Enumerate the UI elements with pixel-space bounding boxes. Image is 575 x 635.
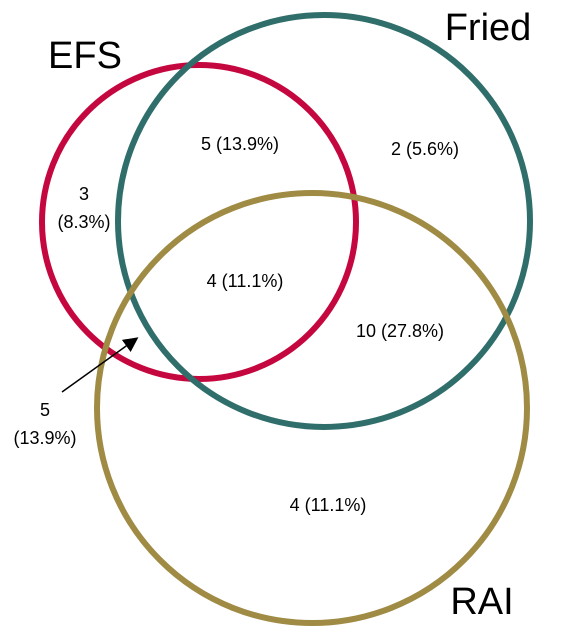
region-label: 10 (27.8%) — [356, 321, 444, 341]
rai-circle — [94, 190, 530, 626]
region-label: 2 (5.6%) — [391, 139, 459, 159]
set-label: EFS — [48, 35, 122, 77]
efs-circle — [39, 62, 359, 382]
region-label: 5 (13.9%) — [201, 134, 279, 154]
region-label: 5 — [40, 400, 50, 420]
region-label: 3 — [79, 184, 89, 204]
region-label: 4 (11.1%) — [290, 495, 367, 515]
set-label: RAI — [450, 581, 513, 623]
region-label: 4 (11.1%) — [207, 271, 284, 291]
set-label: Fried — [445, 7, 532, 49]
region-label: (13.9%) — [13, 428, 76, 448]
region-label: (8.3%) — [57, 212, 110, 232]
fried-circle — [115, 12, 533, 430]
arrow — [61, 337, 139, 393]
